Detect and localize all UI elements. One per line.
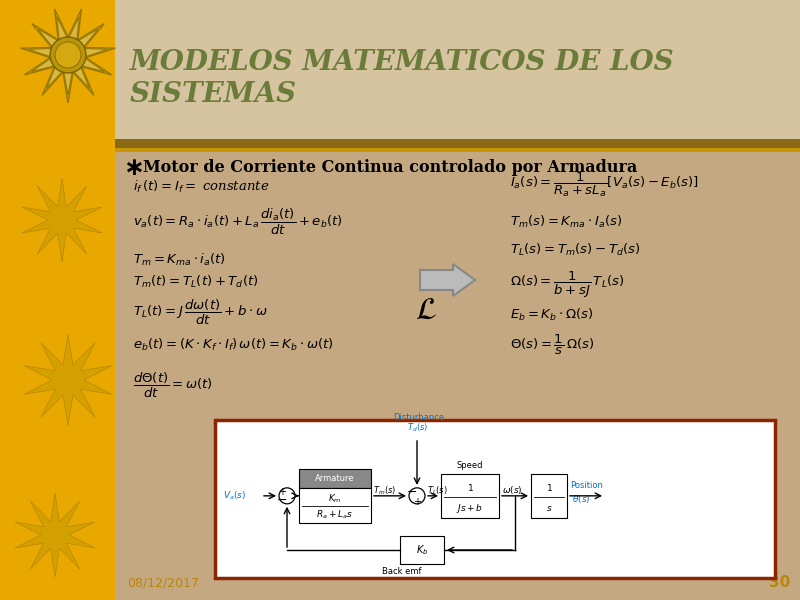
Bar — [0, 0, 115, 600]
FancyArrow shape — [420, 264, 475, 296]
Text: $V_a(s)$: $V_a(s)$ — [223, 490, 246, 502]
Text: $T_m = K_{ma}\cdot i_a(t)$: $T_m = K_{ma}\cdot i_a(t)$ — [133, 252, 226, 268]
Text: $I_a(s) = \dfrac{1}{R_a + sL_a}\left[V_a(s) - E_b(s)\right]$: $I_a(s) = \dfrac{1}{R_a + sL_a}\left[V_a… — [510, 171, 698, 199]
Bar — [115, 139, 800, 148]
Text: $\omega(s)$: $\omega(s)$ — [502, 484, 522, 496]
Text: $1$: $1$ — [466, 482, 474, 493]
Text: $\theta(s)$: $\theta(s)$ — [572, 493, 590, 505]
Text: $i_f\,(t) = I_f =$ constante: $i_f\,(t) = I_f =$ constante — [133, 179, 270, 195]
Text: $\Theta(s) = \dfrac{1}{s}\,\Omega(s)$: $\Theta(s) = \dfrac{1}{s}\,\Omega(s)$ — [510, 333, 594, 357]
Text: $T_m(s)$: $T_m(s)$ — [373, 485, 396, 497]
Text: $T_m(t) = T_L(t) + T_d(t)$: $T_m(t) = T_L(t) + T_d(t)$ — [133, 274, 258, 290]
Text: Armature: Armature — [315, 474, 355, 483]
Text: $\dfrac{d\Theta(t)}{dt} = \omega(t)$: $\dfrac{d\Theta(t)}{dt} = \omega(t)$ — [133, 370, 213, 400]
Text: −: − — [406, 486, 418, 499]
Text: $e_b(t) = \left(K\cdot K_f\cdot I_f\right)\,\omega(t) = K_b\cdot\omega(t)$: $e_b(t) = \left(K\cdot K_f\cdot I_f\righ… — [133, 337, 334, 353]
Text: 08/12/2017: 08/12/2017 — [127, 577, 199, 590]
Circle shape — [279, 488, 295, 504]
Text: $1$: $1$ — [546, 482, 553, 493]
Text: $T_L(s) = T_m(s) - T_d(s)$: $T_L(s) = T_m(s) - T_d(s)$ — [510, 242, 641, 258]
Polygon shape — [22, 178, 102, 262]
Text: $s$: $s$ — [546, 503, 552, 512]
Text: $v_a(t) = R_a\cdot i_a(t) + L_a\,\dfrac{di_a(t)}{dt} + e_b(t)$: $v_a(t) = R_a\cdot i_a(t) + L_a\,\dfrac{… — [133, 207, 342, 237]
Circle shape — [409, 488, 425, 504]
Text: $R_a + L_a s$: $R_a + L_a s$ — [317, 509, 354, 521]
Text: SISTEMAS: SISTEMAS — [130, 82, 297, 109]
Text: $T_m(s) = K_{ma}\cdot I_a(s)$: $T_m(s) = K_{ma}\cdot I_a(s)$ — [510, 214, 622, 230]
Bar — [400, 536, 444, 564]
Text: $K_m$: $K_m$ — [328, 492, 342, 505]
Bar — [115, 148, 800, 152]
Text: $T_L(s)$: $T_L(s)$ — [427, 485, 448, 497]
Text: Speed: Speed — [457, 461, 483, 470]
Text: $\mathcal{L}$: $\mathcal{L}$ — [415, 295, 437, 325]
Bar — [299, 469, 371, 488]
Text: $\Omega(s) = \dfrac{1}{b + sJ}\,T_L(s)$: $\Omega(s) = \dfrac{1}{b + sJ}\,T_L(s)$ — [510, 270, 625, 300]
Text: ∗: ∗ — [123, 156, 144, 180]
Text: Back emf: Back emf — [382, 568, 422, 577]
Text: +: + — [278, 487, 286, 497]
Bar — [531, 474, 567, 518]
Polygon shape — [29, 17, 107, 95]
Bar — [441, 474, 499, 518]
Circle shape — [50, 37, 86, 73]
Text: Position: Position — [570, 481, 603, 490]
Text: Motor de Corriente Continua controlado por Armadura: Motor de Corriente Continua controlado p… — [143, 160, 638, 176]
Text: 30: 30 — [769, 575, 790, 590]
Polygon shape — [24, 334, 112, 426]
Text: $E_b = K_b\cdot\Omega(s)$: $E_b = K_b\cdot\Omega(s)$ — [510, 307, 594, 323]
Text: $T_L(t) = J\,\dfrac{d\omega(t)}{dt} + b\cdot\omega$: $T_L(t) = J\,\dfrac{d\omega(t)}{dt} + b\… — [133, 298, 268, 326]
Polygon shape — [21, 9, 115, 103]
Text: MODELOS MATEMATICOS DE LOS: MODELOS MATEMATICOS DE LOS — [130, 49, 674, 76]
Text: −: − — [277, 494, 287, 508]
Bar — [215, 420, 775, 578]
Text: Disturbance: Disturbance — [393, 413, 444, 422]
Circle shape — [55, 42, 81, 68]
Text: $Js + b$: $Js + b$ — [457, 502, 483, 515]
Bar — [299, 488, 371, 523]
Text: +: + — [413, 497, 421, 507]
Text: $K_b$: $K_b$ — [416, 543, 428, 557]
Bar — [115, 0, 800, 140]
Polygon shape — [15, 493, 95, 577]
Text: $T_d(s)$: $T_d(s)$ — [407, 422, 428, 434]
